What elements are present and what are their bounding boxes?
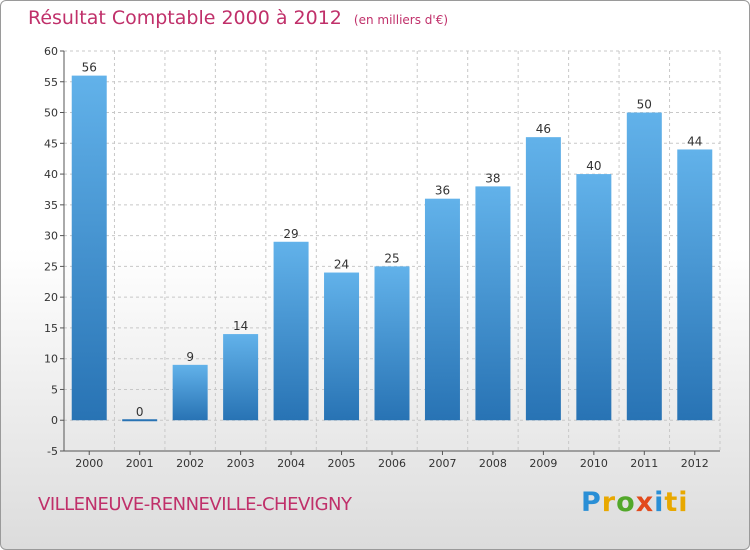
bar: [172, 364, 208, 421]
y-tick-label: 45: [44, 137, 58, 150]
y-tick-label: 30: [44, 230, 58, 243]
axis-layer: -5 0 5 10 15 20 25 30 35 40 45 50 55 60 2000 2001 2002 20…: [44, 45, 720, 470]
x-tick-label: 2012: [681, 457, 709, 470]
logo-letter: i: [654, 487, 665, 518]
data-label: 0: [136, 405, 144, 419]
data-label: 14: [233, 319, 248, 333]
bar-layer: [71, 75, 713, 422]
logo-letter: x: [635, 487, 655, 518]
bar: [424, 198, 460, 421]
bar: [475, 186, 511, 421]
y-tick-label: 5: [51, 383, 58, 396]
x-tick-label: 2002: [176, 457, 204, 470]
bar: [71, 75, 107, 421]
data-label: 38: [485, 171, 500, 185]
bar: [324, 272, 360, 421]
data-label: 40: [586, 159, 601, 173]
chart-unit: (en milliers d'€): [353, 13, 449, 27]
bar: [626, 112, 662, 421]
y-tick-label: 10: [44, 353, 58, 366]
bar: [525, 137, 561, 421]
chart-title-text: Résultat Comptable 2000 à 2012: [28, 7, 342, 29]
logo-letter: o: [616, 487, 636, 518]
logo-letter: r: [601, 487, 617, 518]
x-tick-label: 2008: [479, 457, 507, 470]
y-tick-label: -5: [47, 445, 58, 458]
x-tick-label: 2005: [328, 457, 356, 470]
label-layer: 56 0 9 14 29 24 25 36 38 46 40 50 44: [82, 61, 703, 420]
bar: [677, 149, 713, 421]
bar: [576, 174, 612, 421]
x-tick-label: 2003: [227, 457, 255, 470]
x-tick-label: 2010: [580, 457, 608, 470]
y-tick-label: 35: [44, 199, 58, 212]
data-label: 46: [536, 122, 551, 136]
logo-letter: P: [581, 487, 602, 518]
y-tick-label: 25: [44, 260, 58, 273]
y-tick-label: 15: [44, 322, 58, 335]
bar: [223, 334, 259, 421]
data-label: 44: [687, 134, 702, 148]
x-tick-label: 2007: [428, 457, 456, 470]
x-tick-label: 2004: [277, 457, 305, 470]
logo-letter: ti: [664, 487, 689, 518]
x-tick-label: 2009: [529, 457, 557, 470]
bar: [374, 266, 410, 421]
x-tick-label: 2006: [378, 457, 406, 470]
y-tick-label: 0: [51, 414, 58, 427]
data-label: 56: [82, 61, 97, 75]
data-label: 24: [334, 258, 349, 272]
bar: [273, 241, 309, 421]
data-label: 29: [283, 227, 298, 241]
data-label: 36: [435, 184, 450, 198]
x-tick-label: 2000: [75, 457, 103, 470]
x-tick-label: 2011: [630, 457, 658, 470]
proxiti-logo: Proxiti: [581, 487, 689, 518]
data-label: 50: [637, 98, 652, 112]
data-label: 25: [384, 251, 399, 265]
y-tick-label: 60: [44, 45, 58, 58]
chart-title: Résultat Comptable 2000 à 2012 (en millie…: [28, 7, 448, 29]
commune-name: VILLENEUVE-RENNEVILLE-CHEVIGNY: [38, 494, 352, 515]
y-tick-label: 55: [44, 76, 58, 89]
y-tick-label: 40: [44, 168, 58, 181]
y-tick-label: 50: [44, 107, 58, 120]
data-label: 9: [186, 350, 194, 364]
y-tick-label: 20: [44, 291, 58, 304]
x-tick-label: 2001: [126, 457, 154, 470]
